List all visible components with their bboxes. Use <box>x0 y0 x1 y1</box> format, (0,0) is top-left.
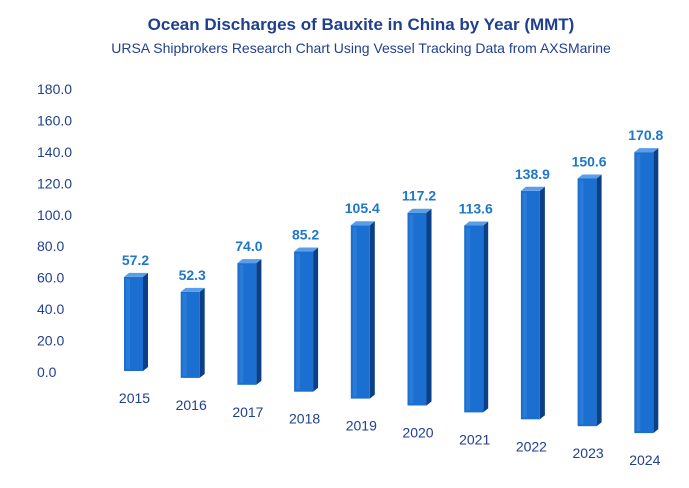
bar-front <box>520 190 540 420</box>
y-tick-label: 180.0 <box>37 81 72 97</box>
bar <box>407 208 432 406</box>
bar-top <box>577 174 602 179</box>
bar-front <box>124 276 143 371</box>
bar-front <box>294 251 314 392</box>
bar-highlight <box>126 278 130 369</box>
data-label: 113.6 <box>459 201 493 217</box>
bar-side <box>596 174 602 427</box>
y-tick-label: 0.0 <box>37 364 57 380</box>
data-label: 150.6 <box>572 153 607 169</box>
x-tick-label: 2018 <box>289 411 320 427</box>
bar-side <box>256 259 262 385</box>
bar-highlight <box>636 154 641 432</box>
bar-highlight <box>579 180 584 425</box>
y-tick-label: 40.0 <box>37 301 64 317</box>
bar-top <box>634 148 659 153</box>
bar-top <box>180 287 205 292</box>
bar-top <box>350 221 375 226</box>
bar <box>124 272 148 371</box>
data-label: 138.9 <box>515 166 550 182</box>
data-label: 74.0 <box>235 238 262 254</box>
y-tick-label: 100.0 <box>37 207 72 223</box>
x-tick-label: 2017 <box>232 404 263 420</box>
bar <box>520 186 545 420</box>
bar-side <box>653 148 659 434</box>
x-tick-label: 2023 <box>573 445 604 461</box>
bar-top <box>520 186 545 191</box>
chart-title: Ocean Discharges of Bauxite in China by … <box>148 15 575 34</box>
bar <box>237 259 262 385</box>
y-tick-label: 140.0 <box>37 144 72 160</box>
bar-front <box>180 291 200 378</box>
y-tick-label: 80.0 <box>37 238 64 254</box>
bar-highlight <box>352 227 357 397</box>
data-label: 85.2 <box>292 227 319 243</box>
bar-side <box>199 287 205 378</box>
data-label: 117.2 <box>402 188 436 204</box>
bar-side <box>426 208 432 406</box>
bar-highlight <box>296 253 301 390</box>
x-tick-label: 2021 <box>459 431 490 447</box>
bar-highlight <box>182 293 187 376</box>
bar-front <box>634 152 654 434</box>
bar-front <box>237 263 257 385</box>
bar <box>577 174 602 427</box>
bar <box>464 221 489 413</box>
x-tick-label: 2022 <box>516 438 547 454</box>
x-tick-label: 2024 <box>629 452 660 468</box>
bar-top <box>464 221 489 226</box>
x-tick-label: 2019 <box>346 418 377 434</box>
bar-top <box>294 247 319 252</box>
bar <box>350 221 375 399</box>
y-tick-label: 20.0 <box>37 333 64 349</box>
data-label: 57.2 <box>122 252 149 268</box>
y-tick-label: 60.0 <box>37 270 64 286</box>
data-label: 170.8 <box>628 127 663 143</box>
y-axis: 0.0 20.0 40.0 60.0 80.0 100.0 120.0 140.0 160.0 1… <box>37 81 72 380</box>
bar-side <box>483 221 489 413</box>
bar <box>180 287 205 378</box>
bar <box>294 247 319 392</box>
x-tick-label: 2015 <box>119 390 150 406</box>
x-tick-label: 2016 <box>176 397 207 413</box>
bar-highlight <box>409 214 414 404</box>
bar-front <box>350 225 370 399</box>
bar-side <box>539 186 545 420</box>
bar-side <box>369 221 375 399</box>
bar-top <box>237 259 262 264</box>
bars <box>124 148 659 434</box>
data-labels: 57.2 52.3 74.0 85.2 105.4 117.2 113.6 138.9 150.… <box>122 127 664 283</box>
x-tick-label: 2020 <box>402 425 433 441</box>
bar-highlight <box>466 227 471 411</box>
bar-side <box>313 247 319 392</box>
bar-top <box>124 272 148 277</box>
y-tick-label: 160.0 <box>37 112 72 128</box>
bar-front <box>407 212 427 406</box>
x-axis: 2015 2016 2017 2018 2019 2020 2021 2022 2023 2024 <box>119 390 661 468</box>
chart-subtitle: URSA Shipbrokers Research Chart Using Ve… <box>111 40 611 56</box>
bar-front <box>464 225 484 413</box>
y-tick-label: 120.0 <box>37 175 72 191</box>
bar-highlight <box>522 192 527 418</box>
data-label: 52.3 <box>179 267 206 283</box>
bar-side <box>143 272 148 371</box>
bar-front <box>577 178 597 427</box>
bar-top <box>407 208 432 213</box>
data-label: 105.4 <box>345 200 380 216</box>
bar <box>634 148 659 434</box>
bar-highlight <box>239 265 244 383</box>
